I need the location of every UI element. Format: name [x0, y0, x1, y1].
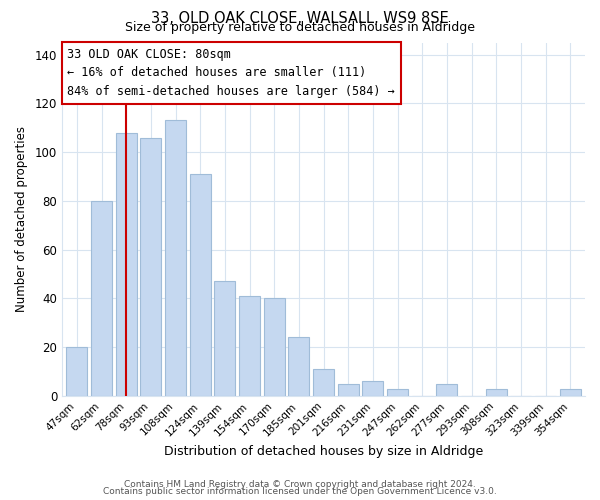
Bar — [165, 120, 186, 396]
Bar — [387, 388, 408, 396]
X-axis label: Distribution of detached houses by size in Aldridge: Distribution of detached houses by size … — [164, 444, 483, 458]
Y-axis label: Number of detached properties: Number of detached properties — [15, 126, 28, 312]
Text: Contains HM Land Registry data © Crown copyright and database right 2024.: Contains HM Land Registry data © Crown c… — [124, 480, 476, 489]
Bar — [264, 298, 285, 396]
Bar — [436, 384, 457, 396]
Bar — [560, 388, 581, 396]
Text: 33, OLD OAK CLOSE, WALSALL, WS9 8SE: 33, OLD OAK CLOSE, WALSALL, WS9 8SE — [151, 11, 449, 26]
Text: 33 OLD OAK CLOSE: 80sqm
← 16% of detached houses are smaller (111)
84% of semi-d: 33 OLD OAK CLOSE: 80sqm ← 16% of detache… — [67, 48, 395, 98]
Bar — [486, 388, 507, 396]
Bar — [116, 132, 137, 396]
Bar — [313, 369, 334, 396]
Bar — [140, 138, 161, 396]
Text: Size of property relative to detached houses in Aldridge: Size of property relative to detached ho… — [125, 22, 475, 35]
Bar — [338, 384, 359, 396]
Bar — [67, 347, 88, 396]
Bar — [214, 282, 235, 396]
Bar — [190, 174, 211, 396]
Bar — [91, 201, 112, 396]
Bar — [239, 296, 260, 396]
Bar — [289, 338, 310, 396]
Text: Contains public sector information licensed under the Open Government Licence v3: Contains public sector information licen… — [103, 488, 497, 496]
Bar — [362, 381, 383, 396]
